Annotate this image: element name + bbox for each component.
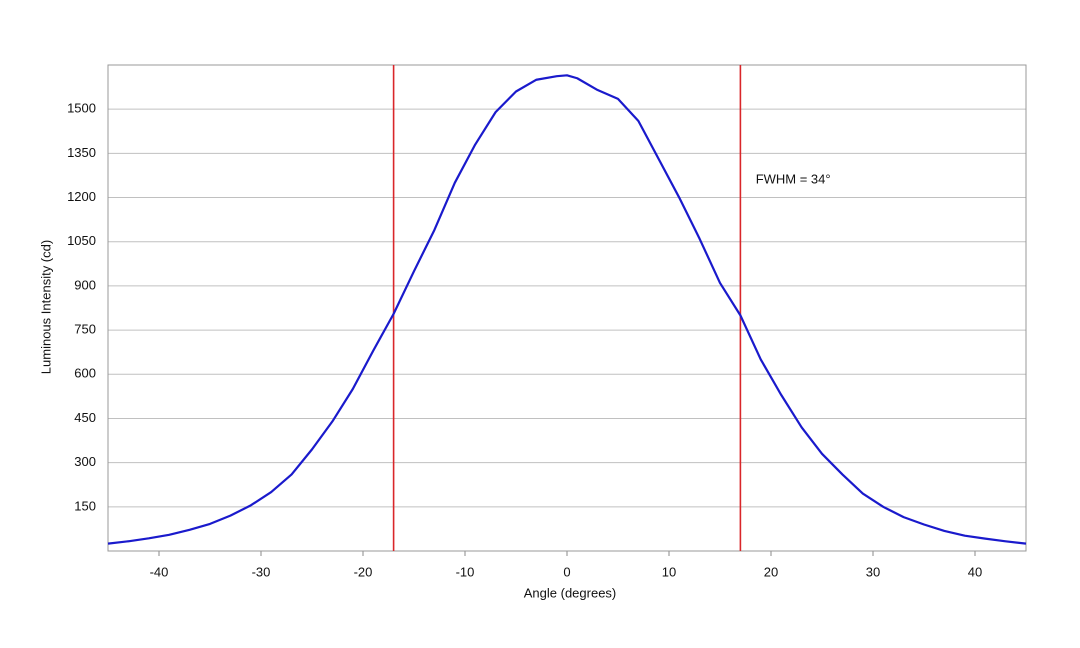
x-tick-label: -30 bbox=[252, 564, 271, 579]
x-tick-label: -40 bbox=[150, 564, 169, 579]
x-tick-label: 20 bbox=[764, 564, 778, 579]
y-tick-label: 900 bbox=[74, 277, 96, 292]
plot-border bbox=[107, 64, 1027, 552]
x-axis-title: Angle (degrees) bbox=[524, 585, 617, 600]
x-tick-label: 40 bbox=[968, 564, 982, 579]
x-tick-label: 0 bbox=[563, 564, 570, 579]
y-tick-label: 1050 bbox=[67, 233, 96, 248]
y-tick-label: 1350 bbox=[67, 145, 96, 160]
annotation: FWHM = 34° bbox=[756, 171, 831, 186]
y-axis-title: Luminous Intensity (cd) bbox=[38, 240, 53, 374]
intensity-line bbox=[107, 74, 1027, 545]
y-tick-label: 150 bbox=[74, 498, 96, 513]
x-tick-label: -20 bbox=[354, 564, 373, 579]
y-tick-label: 1500 bbox=[67, 101, 96, 116]
x-tick-label: 30 bbox=[866, 564, 880, 579]
y-tick-label: 600 bbox=[74, 366, 96, 381]
y-tick-label: 300 bbox=[74, 454, 96, 469]
y-tick-label: 1200 bbox=[67, 189, 96, 204]
y-tick-label: 750 bbox=[74, 322, 96, 337]
x-tick-label: -10 bbox=[456, 564, 475, 579]
y-tick-label: 450 bbox=[74, 410, 96, 425]
x-tick-label: 10 bbox=[662, 564, 676, 579]
